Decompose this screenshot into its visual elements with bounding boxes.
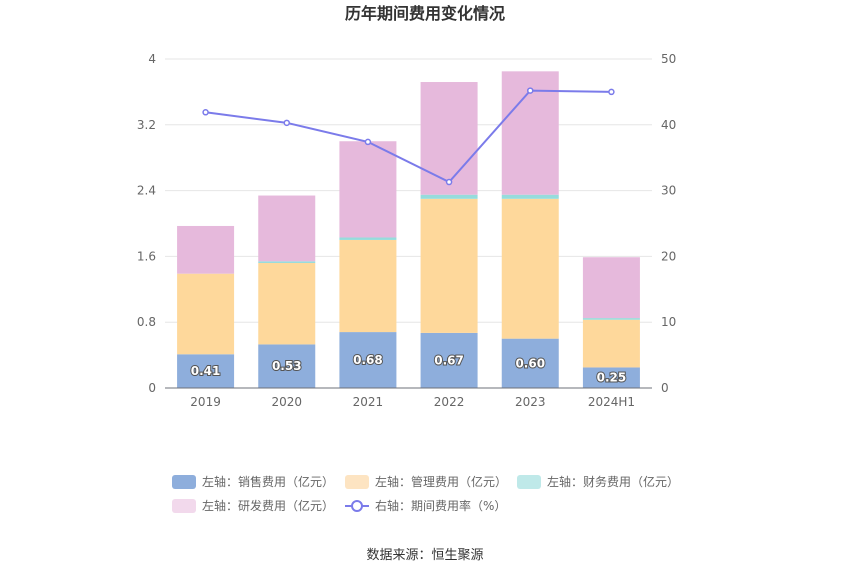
right-tick-label: 50 <box>661 52 676 66</box>
x-axis: 2019 2020 2021 2022 2023 2024H1 <box>165 387 652 409</box>
bar-segment <box>339 141 397 238</box>
legend-label: 右轴：期间费用率（%） <box>375 498 506 513</box>
rate-point <box>608 88 615 96</box>
bar-value-label: 0.53 <box>272 359 302 373</box>
bar-segment <box>177 225 235 274</box>
legend-swatch <box>345 475 369 489</box>
legend-label: 左轴：财务费用（亿元） <box>547 474 679 489</box>
legend-swatch <box>517 475 541 489</box>
x-tick-label: 2023 <box>515 395 546 409</box>
legend: 左轴：销售费用（亿元） 左轴：管理费用（亿元） 左轴：财务费用（亿元） 左轴：研发费用… <box>172 474 679 513</box>
rate-line <box>202 87 615 186</box>
left-tick-label: 4 <box>148 52 156 66</box>
rate-point <box>283 119 290 127</box>
bar-value-label: 0.25 <box>597 371 627 385</box>
bar-value-label: 0.41 <box>191 364 221 378</box>
bar-segment <box>501 198 559 339</box>
legend-swatch <box>172 499 196 513</box>
right-axis-ticks: 0 10 20 30 40 50 <box>661 52 676 395</box>
right-tick-label: 20 <box>661 249 676 263</box>
left-tick-label: 3.2 <box>137 118 156 132</box>
right-tick-label: 40 <box>661 118 676 132</box>
legend-swatch <box>172 475 196 489</box>
bar-segment <box>420 332 478 388</box>
legend-marker <box>351 500 363 512</box>
x-tick-label: 2022 <box>434 395 465 409</box>
legend-label: 左轴：销售费用（亿元） <box>202 474 334 489</box>
bar-segment <box>258 344 316 388</box>
data-source: 数据来源：恒生聚源 <box>366 548 483 563</box>
left-tick-label: 0 <box>148 381 156 395</box>
rate-point <box>527 87 534 94</box>
bar-segment <box>501 194 559 199</box>
bar-segment <box>177 273 235 355</box>
right-tick-label: 0 <box>661 381 669 395</box>
left-tick-label: 1.6 <box>137 249 156 263</box>
left-tick-label: 0.8 <box>137 315 156 329</box>
bar-series: 0.41 0.53 0.68 0.67 0.60 0.25 <box>177 71 640 388</box>
bar-segment <box>258 261 316 263</box>
bar-segment <box>339 332 397 388</box>
x-tick-label: 2020 <box>271 395 302 409</box>
left-tick-label: 2.4 <box>137 184 156 198</box>
left-axis-ticks: 0 0.8 1.6 2.4 3.2 4 <box>137 52 156 395</box>
x-tick-label: 2019 <box>190 395 221 409</box>
bar-segment <box>420 194 478 199</box>
bar-segment <box>177 354 235 388</box>
bar-value-label: 0.68 <box>353 353 383 367</box>
grid-lines <box>165 58 652 323</box>
bar-segment <box>258 262 316 345</box>
x-tick-label: 2021 <box>353 395 384 409</box>
rate-point <box>202 109 209 116</box>
rate-point <box>445 178 453 186</box>
bar-value-label: 0.67 <box>434 353 464 367</box>
bar-segment <box>339 237 397 240</box>
bar-segment <box>582 367 640 388</box>
bar-segment <box>582 257 640 319</box>
bar-segment <box>339 239 397 333</box>
bar-segment <box>258 195 316 262</box>
right-tick-label: 30 <box>661 184 676 198</box>
bar-segment <box>501 338 559 388</box>
legend-label: 左轴：管理费用（亿元） <box>375 474 507 489</box>
bar-value-label: 0.60 <box>515 356 545 370</box>
chart-title: 历年期间费用变化情况 <box>345 4 505 23</box>
bar-segment <box>420 198 478 333</box>
bar-segment <box>420 82 478 195</box>
legend-label: 左轴：研发费用（亿元） <box>202 498 334 513</box>
bar-segment <box>582 319 640 368</box>
right-tick-label: 10 <box>661 315 676 329</box>
x-tick-label: 2024H1 <box>588 395 635 409</box>
rate-point <box>364 138 372 146</box>
rate-line-path <box>205 89 612 184</box>
bar-segment <box>582 318 640 320</box>
